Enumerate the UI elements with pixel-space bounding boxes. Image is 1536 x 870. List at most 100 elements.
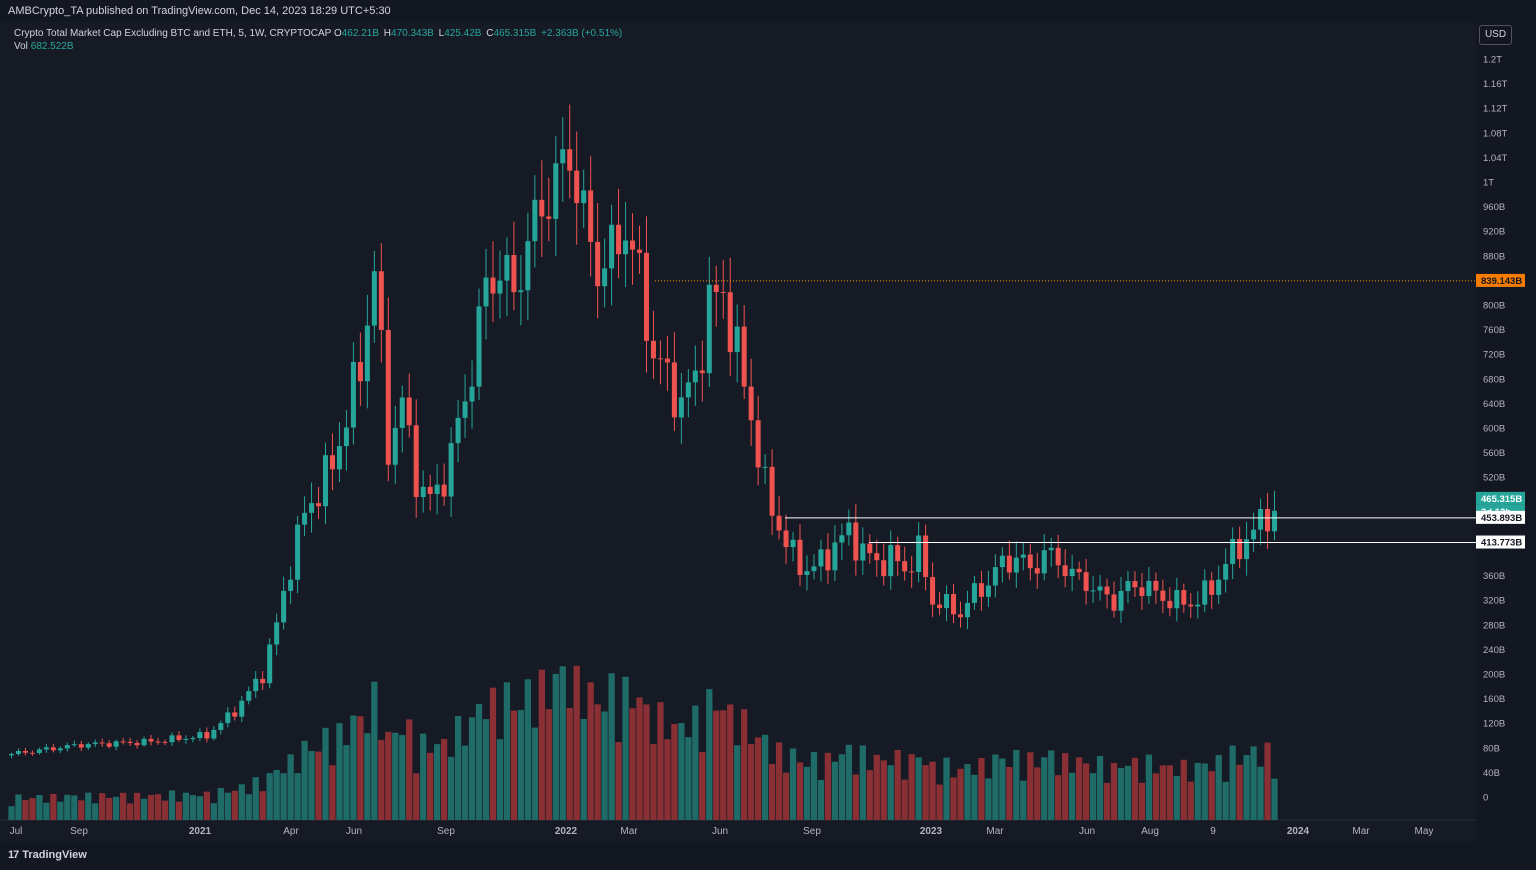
candle-body bbox=[329, 455, 335, 470]
y-tick-label: 1.16T bbox=[1483, 79, 1507, 90]
y-tick-label: 240B bbox=[1483, 645, 1505, 656]
candle-body bbox=[609, 224, 615, 269]
volume-bar bbox=[999, 758, 1006, 820]
volume-bar bbox=[594, 704, 601, 820]
level-453-label-bg bbox=[1476, 510, 1525, 524]
candle-body bbox=[811, 566, 817, 572]
candle-body bbox=[413, 425, 419, 498]
candle-body bbox=[1237, 539, 1243, 560]
x-tick-label: Jun bbox=[712, 826, 728, 837]
volume-bar bbox=[1062, 753, 1069, 820]
candle-body bbox=[427, 486, 433, 494]
candle-body bbox=[134, 742, 140, 746]
volume-bar bbox=[154, 794, 162, 820]
candle-body bbox=[1209, 580, 1215, 595]
candle-body bbox=[120, 741, 126, 743]
candle-body bbox=[1041, 550, 1047, 574]
volume-bar bbox=[315, 751, 322, 820]
candle-body bbox=[155, 741, 161, 743]
candle-body bbox=[657, 358, 663, 360]
volume-bar bbox=[364, 733, 371, 820]
candle-body bbox=[804, 571, 810, 576]
legend-volume-label[interactable]: Vol bbox=[14, 41, 28, 52]
candle-body bbox=[1188, 604, 1194, 607]
candle-body bbox=[1230, 539, 1236, 565]
volume-bar bbox=[1075, 757, 1083, 820]
volume-bar bbox=[287, 754, 294, 820]
volume-bar bbox=[1222, 781, 1229, 820]
volume-bar bbox=[789, 748, 797, 820]
volume-bar bbox=[580, 718, 587, 820]
candle-body bbox=[225, 712, 231, 724]
candle-body bbox=[183, 738, 189, 740]
candle-body bbox=[1111, 594, 1117, 611]
candle-body bbox=[699, 370, 705, 374]
volume-bar bbox=[1117, 768, 1125, 820]
y-tick-label: 880B bbox=[1483, 251, 1505, 262]
volume-bar bbox=[1194, 762, 1201, 820]
footer-bar bbox=[0, 842, 1536, 870]
candle-body bbox=[762, 466, 768, 468]
y-tick-label: 1.08T bbox=[1483, 128, 1507, 139]
candle-body bbox=[1181, 590, 1187, 605]
candle-body bbox=[1167, 600, 1173, 609]
candle-body bbox=[923, 535, 929, 578]
candle-body bbox=[1034, 568, 1040, 574]
candle-body bbox=[888, 545, 894, 577]
candle-body bbox=[602, 268, 608, 287]
volume-bar bbox=[915, 757, 922, 820]
volume-bar bbox=[273, 769, 280, 820]
volume-bar bbox=[1055, 775, 1062, 820]
level-453-label: 453.893B bbox=[1481, 513, 1522, 524]
candle-body bbox=[734, 326, 740, 353]
volume-bar bbox=[1096, 755, 1104, 820]
y-tick-label: 680B bbox=[1483, 374, 1505, 385]
level-839-label-bg bbox=[1476, 273, 1525, 287]
candle-body bbox=[978, 583, 984, 597]
candle-body bbox=[957, 614, 964, 618]
volume-bar bbox=[636, 697, 643, 820]
y-tick-label: 80B bbox=[1483, 743, 1500, 754]
volume-bar bbox=[189, 795, 197, 820]
candle-body bbox=[462, 401, 468, 418]
candle-body bbox=[1146, 580, 1152, 596]
candle-body bbox=[71, 744, 77, 746]
candle-body bbox=[239, 700, 245, 717]
volume-bar bbox=[1013, 749, 1020, 820]
candle-body bbox=[190, 738, 196, 740]
volume-bar bbox=[1124, 765, 1132, 820]
volume-bar bbox=[664, 739, 671, 820]
volume-bar bbox=[992, 754, 999, 820]
volume-bar bbox=[587, 682, 594, 820]
volume-bar bbox=[824, 752, 832, 820]
y-tick-label: 920B bbox=[1483, 227, 1505, 238]
volume-bar bbox=[1236, 764, 1243, 820]
candle-body bbox=[218, 723, 224, 730]
candle-body bbox=[902, 561, 908, 572]
y-tick-label: 640B bbox=[1483, 399, 1505, 410]
x-tick-label: 9 bbox=[1210, 826, 1216, 837]
candle-body bbox=[455, 417, 461, 444]
candle-body bbox=[1069, 568, 1075, 577]
legend-high: 470.343B bbox=[391, 28, 434, 39]
candle-body bbox=[1083, 572, 1089, 591]
candle-body bbox=[1216, 579, 1222, 595]
candle-body bbox=[748, 386, 754, 421]
volume-bar bbox=[175, 801, 183, 820]
candlestick-chart[interactable]: 1.2T 1.16T 1.12T 1.08T 1.04T 1T 960B 920B 880B 80… bbox=[0, 22, 1536, 842]
volume-bar bbox=[29, 798, 36, 820]
volume-bar bbox=[922, 765, 929, 820]
candle-body bbox=[546, 216, 552, 219]
candle-body bbox=[1195, 604, 1201, 607]
volume-bar bbox=[371, 681, 378, 820]
volume-bar bbox=[957, 768, 964, 820]
candle-body bbox=[755, 420, 761, 468]
legend-symbol[interactable]: Crypto Total Market Cap Excluding BTC an… bbox=[14, 28, 332, 39]
candle-body bbox=[532, 199, 538, 242]
candle-body bbox=[483, 277, 489, 307]
volume-bar bbox=[566, 707, 573, 820]
currency-button[interactable]: USD bbox=[1479, 25, 1512, 45]
candle-body bbox=[476, 306, 482, 387]
y-tick-label: 360B bbox=[1483, 571, 1505, 582]
candle-body bbox=[232, 712, 238, 717]
